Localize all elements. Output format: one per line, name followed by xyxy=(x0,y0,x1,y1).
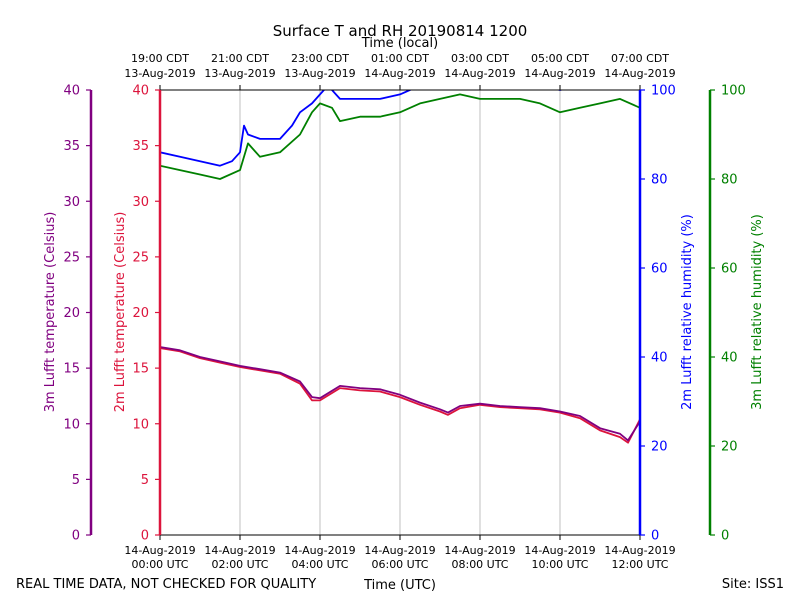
y-tick-label: 80 xyxy=(721,173,738,188)
y-tick-label: 60 xyxy=(721,262,738,277)
top-tick-date: 14-Aug-2019 xyxy=(524,67,595,80)
top-tick-date: 13-Aug-2019 xyxy=(124,67,195,80)
y-tick-label: 5 xyxy=(141,473,149,488)
top-tick-time: 05:00 CDT xyxy=(531,52,589,65)
footer-site: Site: ISS1 xyxy=(722,577,784,592)
x-tick-date: 14-Aug-2019 xyxy=(524,544,595,557)
series-line-3m-lufft-relative-humidity xyxy=(160,93,640,180)
x-tick-date: 14-Aug-2019 xyxy=(124,544,195,557)
x-tick-date: 14-Aug-2019 xyxy=(364,544,435,557)
x-tick-date: 14-Aug-2019 xyxy=(204,544,275,557)
y-tick-label: 40 xyxy=(132,84,149,99)
x-tick-time: 00:00 UTC xyxy=(131,558,188,571)
y-axis-label-3m-humidity: 3m Lufft relative humidity (%) xyxy=(750,214,765,410)
y-tick-label: 35 xyxy=(63,139,80,154)
x-tick-time: 06:00 UTC xyxy=(371,558,428,571)
y-tick-label: 40 xyxy=(63,84,80,99)
top-tick-date: 13-Aug-2019 xyxy=(204,67,275,80)
x-tick-date: 14-Aug-2019 xyxy=(604,544,675,557)
y-tick-label: 25 xyxy=(63,250,80,265)
plot-area xyxy=(160,90,640,444)
y-tick-label: 100 xyxy=(651,84,676,99)
y-tick-label: 15 xyxy=(132,362,149,377)
y-tick-label: 40 xyxy=(721,351,738,366)
x-tick-time: 04:00 UTC xyxy=(291,558,348,571)
y-tick-label: 80 xyxy=(651,173,668,188)
y-tick-label: 5 xyxy=(72,473,80,488)
series-line-2m-lufft-relative-humidity xyxy=(160,90,565,167)
top-tick-time: 03:00 CDT xyxy=(451,52,509,65)
y-axis-label-2m-humidity: 2m Lufft relative humidity (%) xyxy=(680,214,695,410)
y-tick-label: 20 xyxy=(132,306,149,321)
y-tick-label: 30 xyxy=(63,195,80,210)
y-tick-label: 100 xyxy=(721,84,746,99)
chart-title: Surface T and RH 20190814 1200 xyxy=(273,22,528,40)
x-tick-time: 12:00 UTC xyxy=(611,558,668,571)
y-tick-label: 0 xyxy=(651,529,659,544)
x-tick-time: 02:00 UTC xyxy=(211,558,268,571)
top-tick-date: 14-Aug-2019 xyxy=(444,67,515,80)
x-axis-label: Time (UTC) xyxy=(363,578,436,593)
x-tick-date: 14-Aug-2019 xyxy=(444,544,515,557)
y-tick-label: 10 xyxy=(132,417,149,432)
top-axis-label: Time (local) xyxy=(361,36,438,51)
y-tick-label: 0 xyxy=(721,529,729,544)
top-tick-time: 19:00 CDT xyxy=(131,52,189,65)
footer-disclaimer: REAL TIME DATA, NOT CHECKED FOR QUALITY xyxy=(16,577,316,592)
y-tick-label: 40 xyxy=(651,351,668,366)
y-tick-label: 20 xyxy=(651,440,668,455)
y-tick-label: 20 xyxy=(721,440,738,455)
y-tick-label: 15 xyxy=(63,362,80,377)
series-line-3m-lufft-temperature xyxy=(160,346,640,442)
top-tick-time: 01:00 CDT xyxy=(371,52,429,65)
y-tick-label: 10 xyxy=(63,417,80,432)
x-tick-date: 14-Aug-2019 xyxy=(284,544,355,557)
top-tick-time: 21:00 CDT xyxy=(211,52,269,65)
top-tick-date: 14-Aug-2019 xyxy=(364,67,435,80)
y-axis-label-3m-temperature: 3m Lufft temperature (Celsius) xyxy=(43,212,58,413)
y-tick-label: 35 xyxy=(132,139,149,154)
gridlines xyxy=(239,90,561,535)
x-tick-time: 10:00 UTC xyxy=(531,558,588,571)
series-line-2m-lufft-temperature xyxy=(160,347,640,444)
top-tick-date: 14-Aug-2019 xyxy=(604,67,675,80)
top-tick-time: 23:00 CDT xyxy=(291,52,349,65)
y-tick-label: 60 xyxy=(651,262,668,277)
y-tick-label: 0 xyxy=(141,529,149,544)
y-tick-label: 25 xyxy=(132,250,149,265)
x-tick-time: 08:00 UTC xyxy=(451,558,508,571)
top-tick-date: 13-Aug-2019 xyxy=(284,67,355,80)
y-tick-label: 30 xyxy=(132,195,149,210)
y-tick-label: 20 xyxy=(63,306,80,321)
top-tick-time: 07:00 CDT xyxy=(611,52,669,65)
y-tick-label: 0 xyxy=(72,529,80,544)
y-axis-label-2m-temperature: 2m Lufft temperature (Celsius) xyxy=(113,212,128,413)
